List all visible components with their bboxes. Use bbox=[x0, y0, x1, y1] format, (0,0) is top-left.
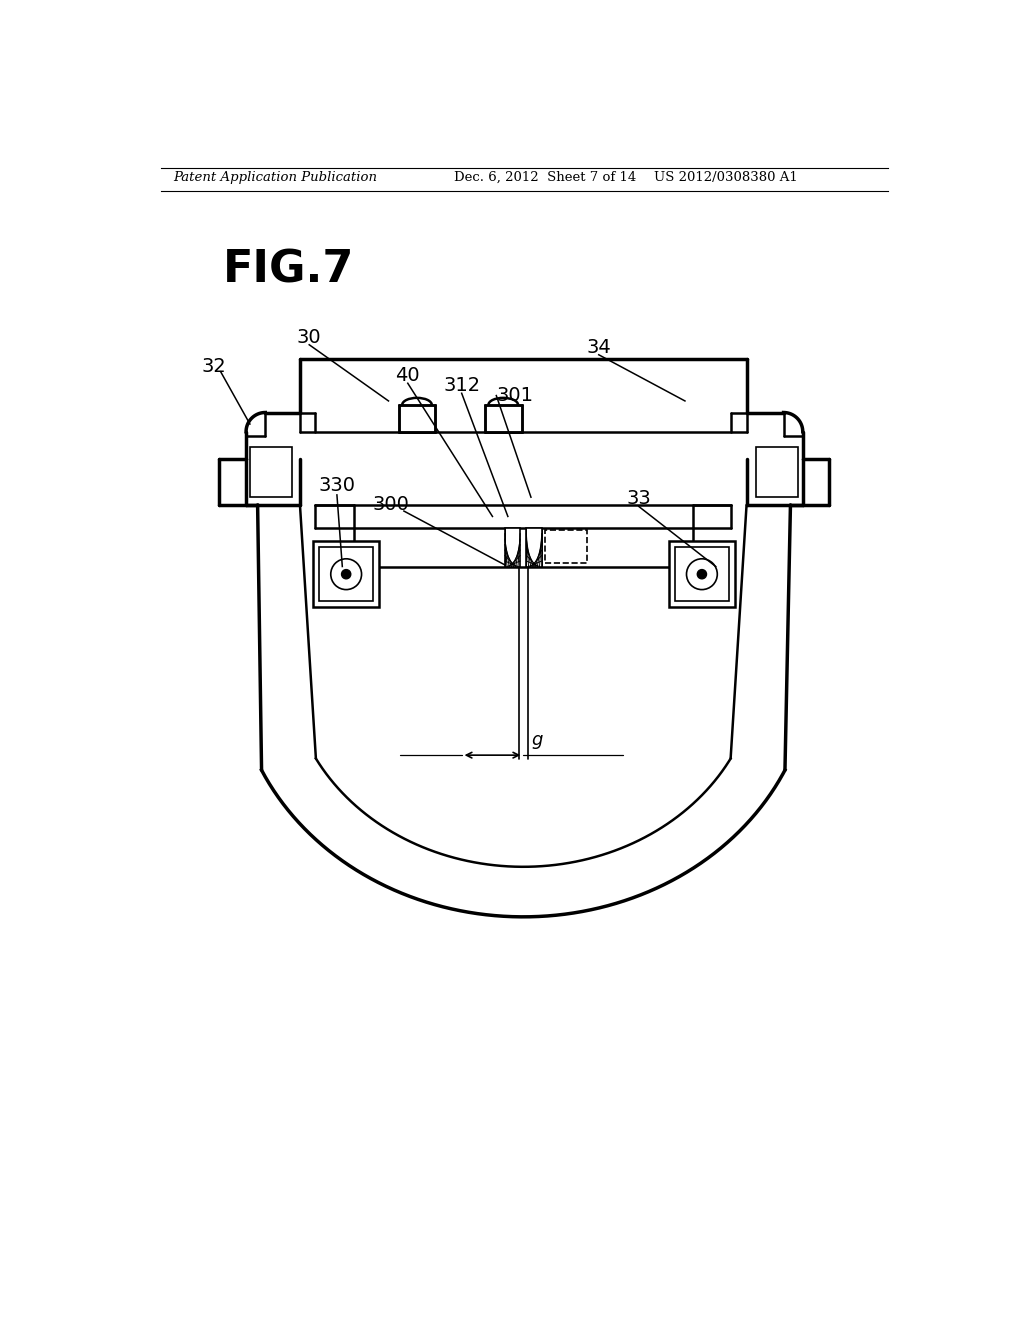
Bar bbox=[545, 531, 587, 562]
Text: 330: 330 bbox=[318, 477, 355, 495]
Bar bbox=[526, 528, 542, 566]
Text: 30: 30 bbox=[297, 327, 322, 347]
Text: 40: 40 bbox=[395, 366, 420, 385]
Bar bbox=[505, 528, 520, 566]
Text: 300: 300 bbox=[373, 495, 410, 515]
Text: Patent Application Publication: Patent Application Publication bbox=[173, 172, 377, 185]
Bar bbox=[398, 405, 435, 432]
Text: g: g bbox=[531, 731, 543, 748]
Text: 32: 32 bbox=[202, 356, 226, 376]
Bar bbox=[250, 447, 292, 498]
Text: FIG.7: FIG.7 bbox=[223, 248, 354, 292]
Bar bbox=[669, 541, 735, 607]
Text: US 2012/0308380 A1: US 2012/0308380 A1 bbox=[654, 172, 798, 185]
Bar bbox=[484, 405, 521, 432]
Text: Dec. 6, 2012  Sheet 7 of 14: Dec. 6, 2012 Sheet 7 of 14 bbox=[454, 172, 636, 185]
Text: 312: 312 bbox=[443, 376, 480, 395]
Circle shape bbox=[342, 570, 351, 579]
Bar bbox=[756, 447, 798, 498]
Text: 33: 33 bbox=[627, 490, 651, 508]
Text: 301: 301 bbox=[497, 385, 534, 405]
Circle shape bbox=[697, 570, 707, 579]
Bar bbox=[313, 541, 379, 607]
Bar bbox=[319, 548, 373, 601]
Bar bbox=[675, 548, 729, 601]
Text: 34: 34 bbox=[587, 338, 611, 356]
